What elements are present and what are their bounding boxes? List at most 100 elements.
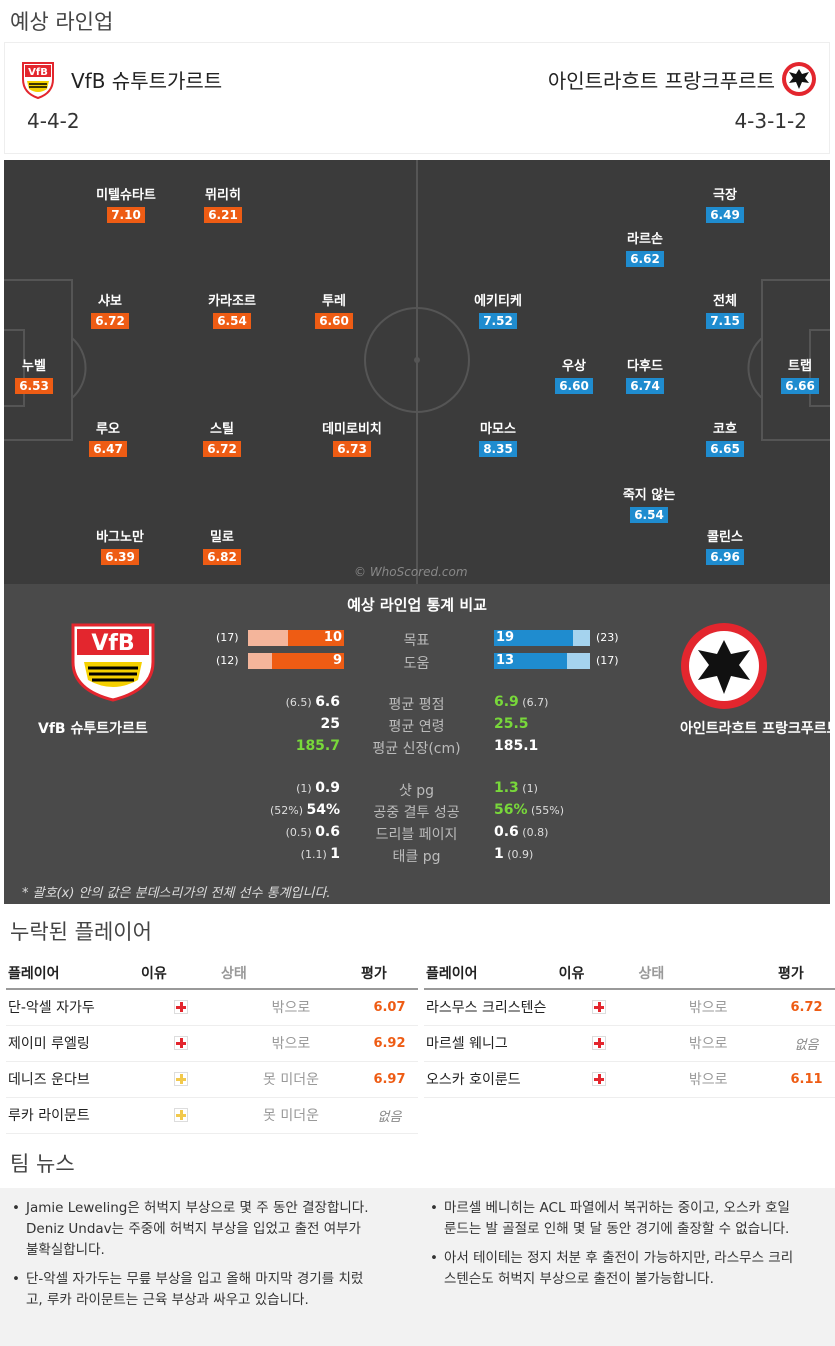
home-stat-bar: (12) 9 bbox=[216, 653, 344, 669]
player-marker[interactable]: 콜린스 6.96 bbox=[706, 530, 744, 565]
table-row[interactable]: 단-악셀 자가두 밖으로 6.07 bbox=[6, 989, 418, 1026]
player-marker[interactable]: 극장 6.49 bbox=[665, 184, 785, 223]
table-row[interactable]: 루카 라이문트 못 미더운 없음 bbox=[6, 1097, 418, 1134]
away-stat-number: 6.9 bbox=[494, 694, 519, 710]
missing-rating: 6.07 bbox=[361, 989, 418, 1026]
table-row[interactable]: 라스무스 크리스텐슨 밖으로 6.72 bbox=[424, 989, 835, 1026]
rating-value: 없음 bbox=[377, 1109, 402, 1125]
missing-player-name[interactable]: 데니즈 운다브 bbox=[6, 1061, 141, 1098]
away-stat-value: 1 (0.9) bbox=[494, 846, 533, 862]
home-stat-value: 185.7 bbox=[296, 738, 340, 754]
stat-label: 평균 신장(cm) bbox=[372, 741, 461, 757]
player-marker[interactable]: 루오 6.47 bbox=[48, 418, 168, 457]
table-row[interactable]: 오스카 호이룬드 밖으로 6.11 bbox=[424, 1061, 835, 1098]
away-stat-value: 6.9 (6.7) bbox=[494, 694, 548, 710]
stat-label: 태클 pg bbox=[392, 849, 441, 865]
player-marker[interactable]: 에키티케 7.52 bbox=[474, 294, 522, 329]
missing-status: 못 미더운 bbox=[221, 1061, 361, 1098]
player-marker[interactable]: 바그노만 6.39 bbox=[96, 530, 144, 565]
news-item: 단-악셀 자가두는 무릎 부상을 입고 올해 마지막 경기를 치렀고, 루카 라… bbox=[12, 1269, 377, 1311]
player-marker[interactable]: 다후드 6.74 bbox=[626, 359, 664, 394]
col-reason: 이유 bbox=[141, 957, 221, 990]
missing-player-name[interactable]: 루카 라이문트 bbox=[6, 1097, 141, 1134]
stat-label: 목표 bbox=[403, 633, 430, 649]
home-stat-league-avg: (1.1) bbox=[300, 848, 331, 861]
col-status: 상태 bbox=[221, 957, 361, 990]
player-marker[interactable]: 죽지 않는 6.54 bbox=[622, 488, 676, 523]
home-stat-league-avg: (6.5) bbox=[285, 696, 316, 709]
away-stat-bar: 13 (17) bbox=[494, 653, 619, 669]
player-marker[interactable]: 뮈리히 6.21 bbox=[204, 188, 242, 223]
missing-player-name[interactable]: 마르셀 웨니그 bbox=[424, 1025, 559, 1062]
stat-label: 드리블 페이지 bbox=[375, 827, 458, 843]
home-news: Jamie Leweling은 허벅지 부상으로 몇 주 동안 결장합니다. D… bbox=[12, 1198, 377, 1319]
player-marker[interactable]: 샤보 6.72 bbox=[50, 290, 170, 329]
missing-reason bbox=[558, 989, 639, 1026]
player-marker[interactable]: 코흐 6.65 bbox=[665, 418, 785, 457]
table-row[interactable]: 마르셀 웨니그 밖으로 없음 bbox=[424, 1025, 835, 1062]
news-item: 아서 테이테는 정지 처분 후 출전이 가능하지만, 라스무스 크리스텐슨도 허… bbox=[430, 1248, 795, 1290]
player-marker[interactable]: 투레 6.60 bbox=[274, 290, 394, 329]
home-formation: 4-4-2 bbox=[27, 109, 80, 133]
home-team-name[interactable]: VfB 슈투트가르트 bbox=[71, 69, 223, 93]
home-stat-value: (0.5) 0.6 bbox=[286, 824, 340, 840]
frankfurt-crest-icon bbox=[782, 62, 816, 96]
stuttgart-crest-icon: VfB bbox=[22, 62, 54, 99]
player-marker[interactable]: 트랩 6.66 bbox=[740, 355, 830, 394]
missing-reason bbox=[558, 1061, 639, 1098]
rating-value: 6.72 bbox=[790, 1000, 823, 1016]
missing-rating: 없음 bbox=[778, 1025, 835, 1062]
player-marker[interactable]: 누벨 6.53 bbox=[4, 355, 94, 394]
away-stat-number: 1 bbox=[494, 846, 504, 862]
away-stat-number: 185.1 bbox=[494, 738, 539, 754]
away-stat-league-avg: (0.9) bbox=[503, 848, 534, 861]
news-title: 팀 뉴스 bbox=[10, 1152, 75, 1176]
player-marker[interactable]: 스틸 6.72 bbox=[162, 418, 282, 457]
missing-status: 밖으로 bbox=[638, 1025, 779, 1062]
away-stat-number: 1.3 bbox=[494, 780, 519, 796]
player-marker[interactable]: 카라조르 6.54 bbox=[208, 294, 256, 329]
away-stat-bar: 19 (23) bbox=[494, 630, 619, 646]
player-marker[interactable]: 데미로비치 6.73 bbox=[322, 422, 382, 457]
stat-label: 공중 결투 성공 bbox=[373, 805, 460, 821]
home-stat-number: 54% bbox=[306, 802, 340, 818]
home-stat-number: 6.6 bbox=[315, 694, 340, 710]
stats-away-team: 아인트라흐트 프랑크푸르트 bbox=[680, 721, 835, 737]
table-row[interactable]: 데니즈 운다브 못 미더운 6.97 bbox=[6, 1061, 418, 1098]
player-marker[interactable]: 밀로 6.82 bbox=[162, 526, 282, 565]
stat-label: 도움 bbox=[403, 656, 430, 672]
missing-reason bbox=[141, 1061, 221, 1098]
away-bar-value: 19 bbox=[496, 630, 515, 645]
away-team-name[interactable]: 아인트라흐트 프랑크푸르트 bbox=[547, 69, 775, 93]
team-news: Jamie Leweling은 허벅지 부상으로 몇 주 동안 결장합니다. D… bbox=[0, 1188, 835, 1346]
home-stat-value: (52%) 54% bbox=[270, 802, 340, 818]
team-header: VfB VfB 슈투트가르트 4-4-2 아인트라흐트 프랑크푸르트 4-3-1… bbox=[4, 42, 830, 154]
home-stat-number: 185.7 bbox=[295, 738, 340, 754]
missing-player-name[interactable]: 단-악셀 자가두 bbox=[6, 989, 141, 1026]
away-stat-league-avg: (6.7) bbox=[518, 696, 549, 709]
player-marker[interactable]: 라르손 6.62 bbox=[626, 232, 664, 267]
rating-value: 6.97 bbox=[373, 1072, 406, 1087]
frankfurt-crest-icon bbox=[681, 623, 767, 709]
missing-player-name[interactable]: 제이미 루엘링 bbox=[6, 1025, 141, 1062]
away-stat-number: 25.5 bbox=[494, 716, 529, 732]
player-marker[interactable]: 미텔슈타트 7.10 bbox=[96, 188, 156, 223]
missing-reason bbox=[141, 1025, 221, 1062]
missing-status: 밖으로 bbox=[638, 1061, 779, 1098]
table-row[interactable]: 제이미 루엘링 밖으로 6.92 bbox=[6, 1025, 418, 1062]
stuttgart-crest-icon: VfB bbox=[71, 623, 155, 702]
away-stat-league-avg: (1) bbox=[518, 782, 538, 795]
missing-player-name[interactable]: 오스카 호이룬드 bbox=[424, 1061, 559, 1098]
missing-status: 밖으로 bbox=[221, 989, 361, 1026]
away-stat-number: 56% bbox=[494, 802, 528, 818]
player-marker[interactable]: 전체 7.15 bbox=[665, 290, 785, 329]
missing-away-table: 플레이어 이유 상태 평가 라스무스 크리스텐슨 밖으로 6.72 마르셀 웨니그 밖으… bbox=[424, 957, 835, 1098]
player-marker[interactable]: 마모스 8.35 bbox=[479, 422, 517, 457]
missing-reason bbox=[141, 1097, 221, 1134]
missing-player-name[interactable]: 라스무스 크리스텐슨 bbox=[424, 989, 559, 1026]
injury-icon bbox=[174, 1036, 188, 1050]
doubtful-icon bbox=[174, 1072, 188, 1086]
player-marker[interactable]: 우상 6.60 bbox=[514, 355, 634, 394]
missing-reason bbox=[558, 1025, 639, 1062]
missing-status: 못 미더운 bbox=[221, 1097, 361, 1134]
